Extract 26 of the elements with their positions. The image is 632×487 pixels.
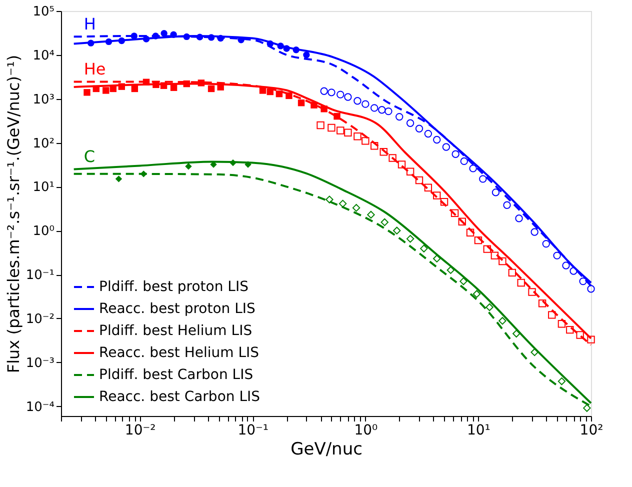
x-tick-label: 10⁻² xyxy=(124,422,156,438)
y-tick-label: 10² xyxy=(32,136,54,152)
annotation: C xyxy=(84,147,96,166)
y-tick-label: 10⁻¹ xyxy=(26,268,54,284)
x-axis-title: GeV/nuc xyxy=(290,440,362,460)
annotation: He xyxy=(84,60,106,79)
x-tick-label: 10⁻¹ xyxy=(238,422,269,438)
y-tick-label: 10⁻⁴ xyxy=(26,400,54,415)
y-tick-label: 10⁵ xyxy=(32,4,54,20)
legend-label: Reacc. best Carbon LIS xyxy=(99,389,260,405)
y-axis-title: Flux (particles.m⁻².s⁻¹.sr⁻¹.(GeV/nuc)⁻¹) xyxy=(4,54,23,374)
x-tick-label: 10² xyxy=(580,422,604,438)
y-tick-label: 10⁰ xyxy=(32,224,54,240)
annotation: H xyxy=(84,14,96,34)
y-tick-label: 10³ xyxy=(32,92,54,108)
legend-label: Pldiff. best Carbon LIS xyxy=(99,367,254,383)
legend-label: Pldiff. best proton LIS xyxy=(99,279,249,295)
y-tick-label: 10¹ xyxy=(32,180,54,196)
x-tick-label: 10⁰ xyxy=(354,422,378,438)
legend-label: Reacc. best Helium LIS xyxy=(99,345,260,361)
y-tick-label: 10⁻² xyxy=(26,312,54,327)
x-tick-label: 10¹ xyxy=(466,422,490,438)
legend-label: Reacc. best proton LIS xyxy=(99,301,256,317)
y-tick-label: 10⁻³ xyxy=(26,356,54,371)
y-tick-label: 10⁴ xyxy=(32,48,54,64)
legend-label: Pldiff. best Helium LIS xyxy=(99,323,252,339)
